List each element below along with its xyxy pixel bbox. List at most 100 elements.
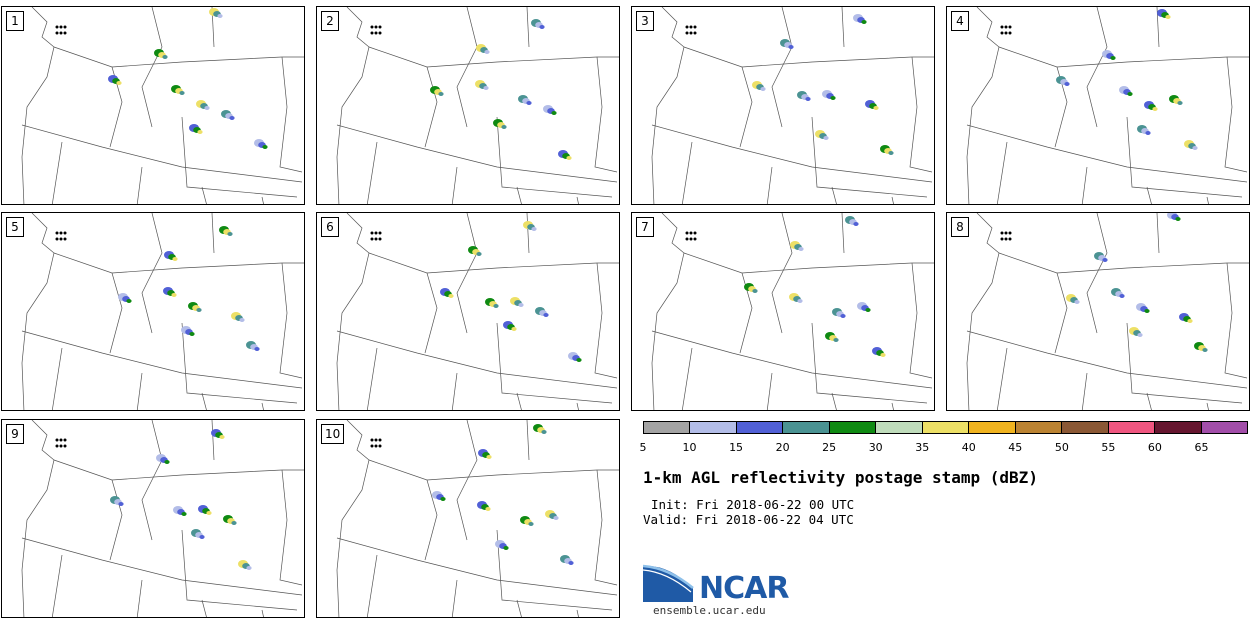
map-panel-6: 6 [316, 212, 620, 411]
panel-number: 1 [6, 11, 24, 31]
boundary-line [211, 420, 215, 461]
boundary-line [1126, 322, 1243, 404]
reflectivity-cell [227, 232, 233, 236]
boundary-line [576, 196, 579, 204]
reflectivity-cell [1177, 101, 1183, 105]
island-mark [378, 25, 382, 29]
reflectivity-cell [501, 125, 507, 129]
reflectivity-cell [1110, 56, 1116, 60]
colorbar-segment [829, 422, 877, 433]
boundary-line [831, 392, 837, 410]
colorbar-tick-label: 60 [1147, 441, 1162, 454]
reflectivity-cell [229, 116, 235, 120]
boundary-line [51, 554, 63, 617]
colorbar-tick-label: 50 [1054, 441, 1069, 454]
panel-number: 8 [951, 217, 969, 237]
boundary-line [51, 141, 63, 204]
island-mark [693, 31, 697, 35]
boundary-line [368, 459, 619, 481]
boundary-line [966, 124, 1248, 183]
island-mark [1008, 237, 1012, 241]
colorbar-tick-label: 15 [729, 441, 744, 454]
island-mark [55, 444, 59, 448]
chart-title: 1-km AGL reflectivity postage stamp (dBZ… [643, 468, 1038, 487]
reflectivity-cell [853, 222, 859, 226]
boundary-line [516, 599, 522, 617]
reflectivity-cell [197, 130, 203, 134]
island-mark [685, 31, 689, 35]
island-mark [693, 237, 697, 241]
reflectivity-cell [1145, 131, 1151, 135]
boundary-line [841, 213, 845, 254]
map-panel-8: 8 [946, 212, 1250, 411]
panel-number: 3 [636, 11, 654, 31]
island-mark [1004, 231, 1008, 235]
reflectivity-cell [797, 299, 803, 303]
boundary-line [366, 554, 378, 617]
boundary-line [496, 529, 613, 611]
reflectivity-cell [1074, 300, 1080, 304]
panel-number: 10 [321, 424, 345, 444]
boundary-line [576, 402, 579, 410]
boundary-line [279, 56, 303, 173]
boundary-line [336, 213, 370, 410]
colorbar-tick-label: 30 [868, 441, 883, 454]
panel-number: 2 [321, 11, 339, 31]
reflectivity-cell [518, 303, 524, 307]
reflectivity-cell [438, 92, 444, 96]
reflectivity-cell [486, 455, 492, 459]
reflectivity-cell [171, 293, 177, 297]
boundary-line [526, 420, 530, 461]
reflectivity-cell [484, 50, 490, 54]
boundary-line [456, 213, 478, 334]
reflectivity-cell [805, 97, 811, 101]
island-mark [1000, 231, 1004, 235]
reflectivity-cell [1192, 146, 1198, 150]
boundary-line [136, 372, 143, 410]
panel-number: 7 [636, 217, 654, 237]
reflectivity-cell [531, 227, 537, 231]
reflectivity-cell [217, 14, 223, 18]
boundary-line [998, 252, 1249, 274]
island-mark [689, 231, 693, 235]
ncar-logo-icon [643, 564, 694, 602]
colorbar-segment [1015, 422, 1063, 433]
panel-number: 4 [951, 11, 969, 31]
boundary-line [766, 166, 773, 204]
boundary-line [576, 609, 579, 617]
colorbar-tick-label: 45 [1008, 441, 1023, 454]
boundary-line [451, 579, 458, 617]
boundary-line [1081, 166, 1088, 204]
reflectivity-cell [476, 252, 482, 256]
reflectivity-cell [1152, 107, 1158, 111]
reflectivity-cell [1175, 217, 1181, 221]
boundary-line [998, 46, 1249, 68]
boundary-line [201, 392, 207, 410]
boundary-line [651, 124, 933, 183]
island-mark [63, 237, 67, 241]
reflectivity-cell [181, 512, 187, 516]
map-canvas [651, 213, 934, 410]
island-mark [374, 31, 378, 35]
map-panel-7: 7 [631, 212, 935, 411]
boundary-line [368, 252, 619, 274]
reflectivity-cell [448, 294, 454, 298]
boundary-line [336, 537, 618, 596]
valid-time: Valid: Fri 2018-06-22 04 UTC [643, 512, 854, 527]
island-mark [59, 237, 63, 241]
reflectivity-cell [543, 313, 549, 317]
reflectivity-cell [888, 151, 894, 155]
island-mark [1004, 237, 1008, 241]
reflectivity-cell [239, 318, 245, 322]
reflectivity-cell [204, 106, 210, 110]
boundary-line [526, 7, 530, 48]
boundary-line [366, 141, 378, 204]
island-mark [378, 438, 382, 442]
boundary-line [456, 420, 478, 541]
boundary-line [651, 213, 685, 410]
reflectivity-cell [262, 145, 268, 149]
island-mark [59, 31, 63, 35]
boundary-line [651, 7, 685, 204]
panel-number: 9 [6, 424, 24, 444]
boundary-line [21, 330, 303, 389]
